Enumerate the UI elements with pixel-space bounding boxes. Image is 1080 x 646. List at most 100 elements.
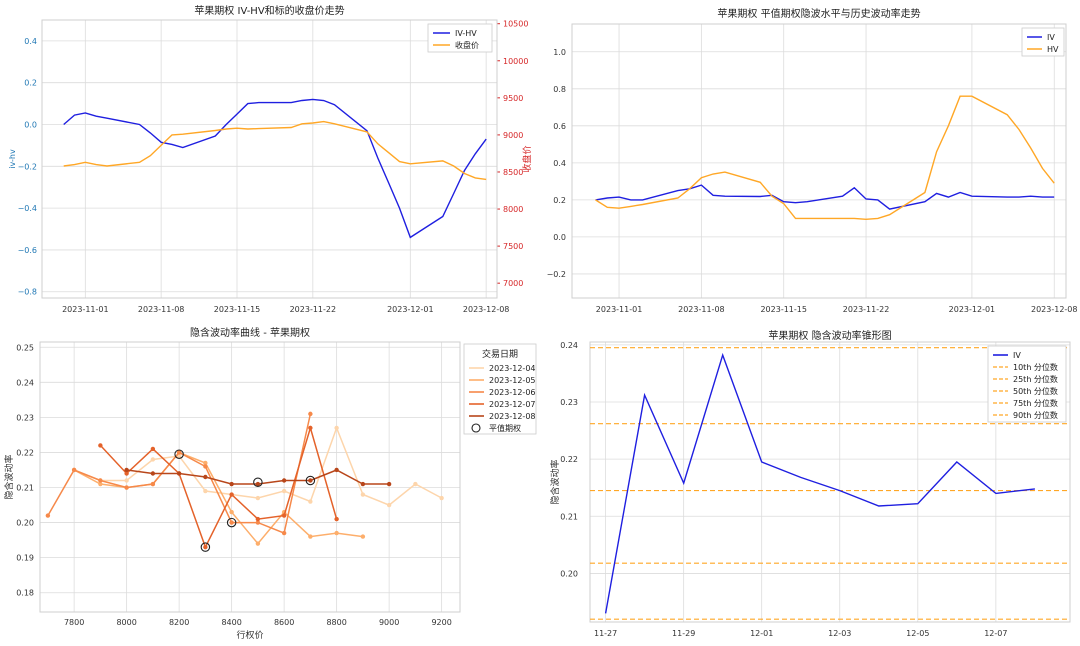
x-tick-label: 11-27 (594, 629, 617, 638)
legend-label: 2023-12-08 (489, 412, 536, 421)
y2-tick-label: 10000 (503, 57, 528, 66)
atm-marker (200, 542, 211, 552)
y2-axis-label: 收盘价 (521, 145, 533, 172)
series-point (150, 481, 156, 487)
legend-label: 2023-12-04 (489, 364, 536, 373)
series-point (98, 481, 103, 487)
x-tick-label: 8400 (221, 618, 241, 627)
series-point (176, 450, 182, 455)
y-tick-label: 0.0 (553, 233, 566, 242)
series-point (334, 516, 339, 522)
legend-label: HV (1047, 45, 1059, 54)
series-line (595, 95, 1055, 221)
series-point (98, 478, 103, 483)
series-point (308, 534, 313, 539)
x-tick-label: 12-03 (828, 629, 851, 638)
y-tick-label: 0.0 (24, 121, 37, 130)
legend-box (987, 345, 1067, 423)
x-tick-label: 7800 (64, 618, 84, 627)
y-axis-label: 隐含波动率 (3, 454, 15, 499)
x-tick-label: 8200 (169, 618, 189, 627)
y2-tick-label: 8500 (503, 168, 523, 177)
series-point (229, 492, 234, 497)
series-point (124, 478, 129, 483)
series-point (255, 495, 261, 501)
x-tick-label: 9000 (379, 618, 399, 627)
atm-marker (226, 517, 237, 528)
series-point (386, 481, 392, 487)
x-tick-label: 2023-11-08 (138, 305, 185, 314)
series-point (360, 481, 366, 487)
x-tick-label: 2023-12-01 (949, 305, 996, 314)
series-point (150, 471, 156, 476)
series-point (203, 544, 208, 550)
series-point (308, 411, 313, 417)
series-point (45, 513, 51, 518)
panel-iv-hv: −0.8 −0.6 −0.4 −0.2 0.0 0.2 0.4 2023-11-01 2023-… (8, 4, 533, 314)
y-tick-label: 0.2 (553, 196, 566, 205)
series-point (124, 485, 129, 490)
x-tick-label: 2023-11-22 (290, 305, 337, 314)
y2-tick-label: 7000 (503, 279, 523, 288)
plot-frame (589, 341, 1071, 623)
y-tick-label: 0.23 (560, 398, 578, 407)
series-point (413, 481, 418, 487)
series-point (334, 530, 339, 536)
x-tick-label: 2023-12-08 (1031, 305, 1078, 314)
legend-label: IV (1047, 33, 1055, 42)
atm-marker (174, 449, 184, 459)
panel-iv-level: −0.2 0.0 0.2 0.4 0.6 0.8 1.0 2023-11-01 2023-11-… (547, 7, 1078, 314)
y-axis-label: 隐含波动率 (549, 459, 561, 504)
series-point (203, 474, 208, 480)
legend-label: IV (1013, 351, 1021, 360)
plot-frame (571, 23, 1067, 299)
y-tick-label: 0.18 (16, 589, 34, 598)
series-point (203, 460, 208, 466)
series-line (63, 98, 487, 239)
y2-tick-label: 7500 (503, 242, 523, 251)
y-tick-label: −0.4 (18, 204, 37, 213)
series-point (360, 534, 366, 539)
series-point (281, 478, 287, 483)
y-tick-label: 0.22 (560, 455, 578, 464)
y-tick-label: 0.24 (16, 378, 34, 387)
legend-label: 50th 分位数 (1013, 386, 1058, 396)
y2-tick-label: 9000 (503, 131, 523, 140)
legend-label: 2023-12-05 (489, 376, 536, 385)
series-point (281, 488, 287, 494)
y-tick-label: −0.8 (18, 288, 37, 297)
series-point (255, 520, 261, 525)
series-point (281, 530, 287, 536)
plot-frame (39, 341, 461, 613)
series-point (308, 478, 313, 483)
x-tick-label: 2023-11-01 (596, 305, 643, 314)
x-tick-label: 11-29 (672, 629, 695, 638)
series-line (604, 352, 1035, 614)
series-point (439, 495, 444, 501)
y2-tick-label: 8000 (503, 205, 523, 214)
x-tick-label: 2023-11-15 (214, 305, 261, 314)
x-tick-label: 2023-11-22 (843, 305, 890, 314)
y-tick-label: 0.22 (16, 448, 34, 457)
series-point (98, 443, 103, 448)
legend-box (1021, 27, 1065, 57)
y-axis-label: iv-hv (8, 149, 17, 169)
x-tick-label: 2023-11-08 (678, 305, 725, 314)
series-point (255, 541, 261, 546)
x-tick-label: 8000 (116, 618, 136, 627)
chart-title: 隐含波动率曲线 - 苹果期权 (190, 326, 310, 339)
legend-label: 收盘价 (455, 40, 479, 50)
y-tick-label: 0.19 (16, 554, 34, 563)
legend-box (463, 343, 537, 435)
y-tick-label: −0.2 (18, 162, 37, 171)
x-tick-label: 8600 (274, 618, 294, 627)
series-point (334, 467, 339, 473)
x-tick-label: 2023-12-08 (463, 305, 510, 314)
y-tick-label: 0.21 (560, 512, 578, 521)
y-tick-label: 0.4 (553, 159, 566, 168)
series-point (203, 488, 208, 494)
series-point (229, 520, 234, 525)
series-point (176, 471, 182, 476)
x-tick-label: 12-05 (906, 629, 929, 638)
